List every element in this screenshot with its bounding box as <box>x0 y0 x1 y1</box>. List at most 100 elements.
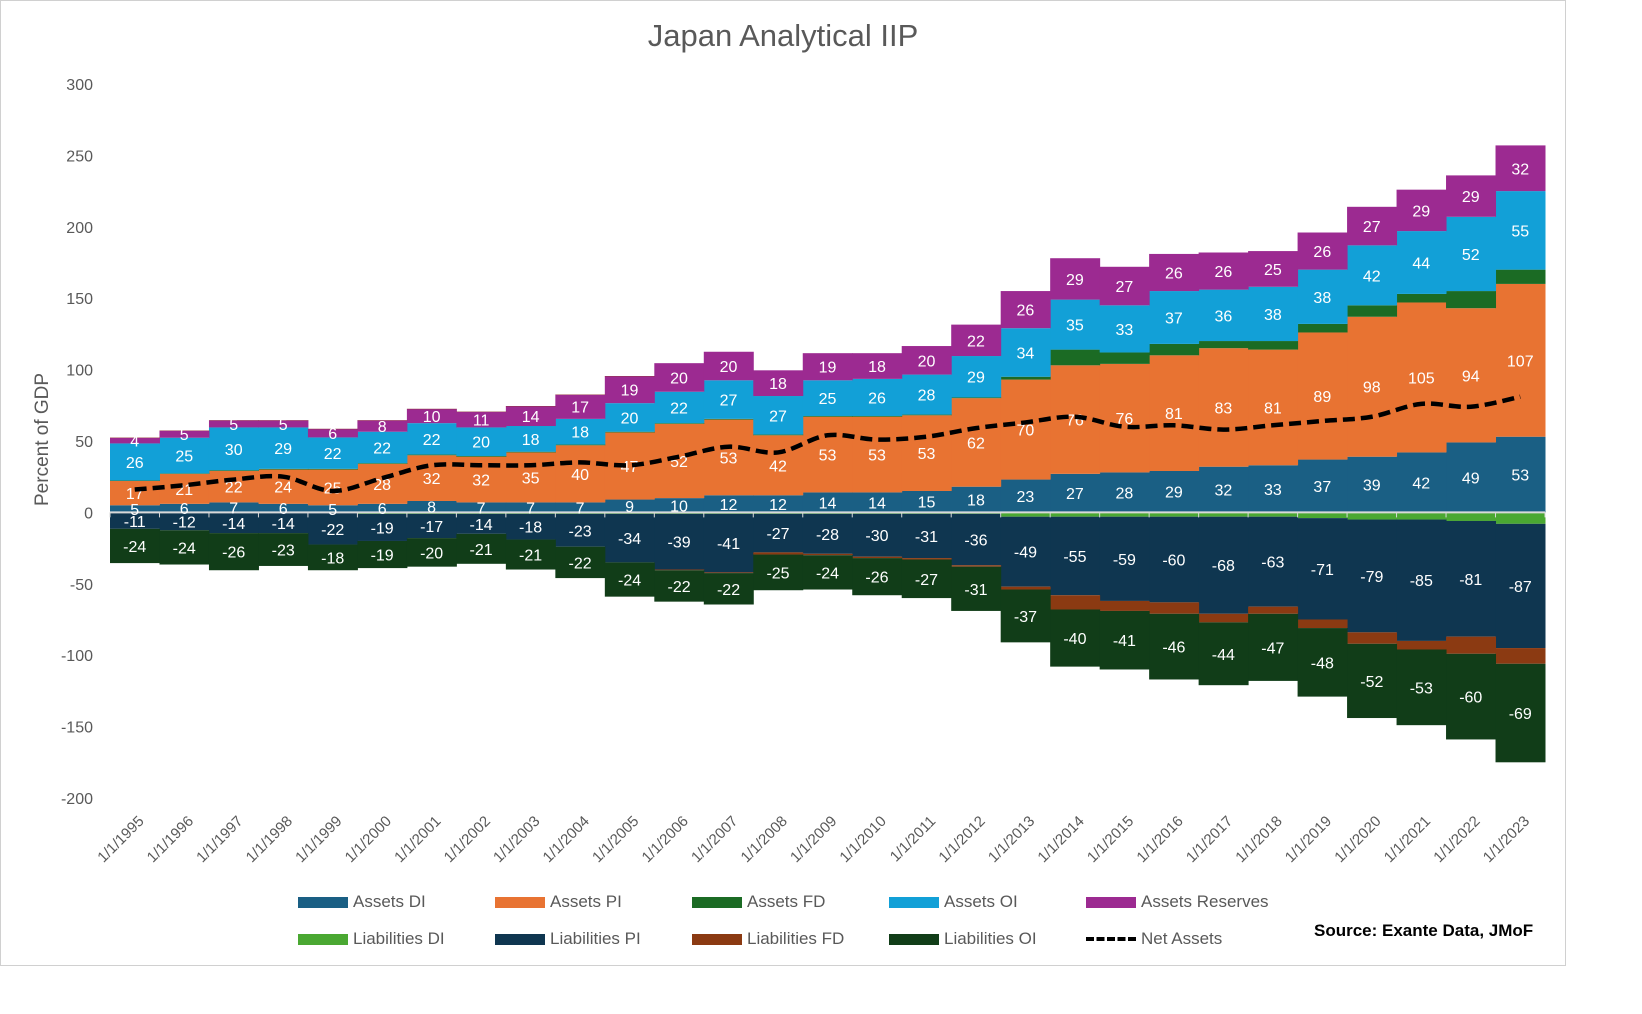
data-label: 35 <box>522 470 540 487</box>
data-label: 38 <box>1313 290 1331 307</box>
bar-segment <box>951 397 1002 399</box>
bar-segment <box>1149 470 1200 513</box>
data-label: -46 <box>1162 640 1185 657</box>
data-label: 38 <box>1264 307 1282 324</box>
bar-segment <box>110 480 160 506</box>
data-label: -24 <box>816 565 839 582</box>
x-tick-label: 1/1/2005 <box>589 813 642 866</box>
x-tick-label: 1/1/2014 <box>1034 813 1087 866</box>
bar-segment <box>1149 613 1200 680</box>
bar-segment <box>1297 459 1348 513</box>
bar-segment <box>505 513 556 540</box>
bar-segment <box>703 513 754 573</box>
data-label: 76 <box>1115 411 1133 428</box>
data-label: 29 <box>967 370 985 387</box>
bar-segment <box>357 463 408 464</box>
net-assets-line <box>134 394 1521 494</box>
bar-segment <box>852 513 903 557</box>
data-label: -24 <box>618 573 641 590</box>
bar-segment <box>307 544 358 571</box>
bar-segment <box>951 565 1002 567</box>
data-label: 53 <box>868 448 886 465</box>
legend-swatch <box>1086 896 1136 908</box>
data-label: 62 <box>967 435 985 452</box>
data-label: 81 <box>1264 400 1282 417</box>
bar-segment <box>753 552 804 555</box>
bar-segment <box>1446 636 1497 654</box>
data-label: -49 <box>1014 545 1037 562</box>
legend-label: Assets Reserves <box>1141 892 1269 911</box>
bar-segment <box>951 513 1002 566</box>
bar-segment <box>654 423 705 424</box>
chart-title: Japan Analytical IIP <box>647 18 919 53</box>
x-tick-label: 1/1/2021 <box>1381 813 1434 866</box>
data-label: -27 <box>766 526 789 543</box>
data-label: 30 <box>225 442 243 459</box>
data-label: 55 <box>1511 223 1529 240</box>
bar-segment <box>604 431 655 433</box>
legend-label: Assets DI <box>353 892 426 911</box>
data-label: -85 <box>1410 573 1433 590</box>
bar-segment <box>951 486 1002 513</box>
bar-segment <box>1396 519 1447 641</box>
data-label: -26 <box>865 570 888 587</box>
bar-segment <box>1198 516 1249 614</box>
data-label: 22 <box>324 446 342 463</box>
bar-segment <box>852 416 903 417</box>
bar-segment <box>505 502 556 513</box>
data-label: 52 <box>1462 247 1480 264</box>
bar-segment <box>1099 305 1150 353</box>
x-tick-label: 1/1/2009 <box>787 813 840 866</box>
legend-swatch <box>1086 937 1136 941</box>
bar-segment <box>1347 206 1398 246</box>
data-label: 32 <box>1214 483 1232 500</box>
x-tick-label: 1/1/2006 <box>639 813 692 866</box>
data-label: 29 <box>1462 189 1480 206</box>
bar-segment <box>110 443 160 481</box>
bar-segment <box>703 419 754 496</box>
data-label: 33 <box>1264 482 1282 499</box>
data-label: 20 <box>472 435 490 452</box>
bar-segment <box>1495 191 1546 270</box>
bar-segment <box>208 420 259 428</box>
y-tick-label: 0 <box>84 505 93 522</box>
bar-segment <box>406 538 457 567</box>
data-label: 6 <box>180 501 189 518</box>
bar-segment <box>802 555 853 590</box>
bar-segment <box>1000 516 1051 587</box>
bar-segment <box>406 500 457 513</box>
bar-segment <box>110 513 160 529</box>
bar-segment <box>901 374 952 415</box>
data-label: -60 <box>1459 690 1482 707</box>
data-label: 28 <box>373 477 391 494</box>
bar-segment <box>604 376 655 404</box>
bar-segment <box>555 445 606 503</box>
bar-segment <box>1396 189 1447 232</box>
bar-segment <box>456 411 507 428</box>
bar-segment <box>1297 332 1348 460</box>
data-label: 33 <box>1115 322 1133 339</box>
bar-segment <box>1446 442 1497 513</box>
data-label: 23 <box>1017 489 1035 506</box>
legend-item: Assets DI <box>298 892 426 912</box>
bar-segment <box>505 452 556 503</box>
data-label: -48 <box>1311 655 1334 672</box>
bar-segment <box>753 513 804 553</box>
bar-segment <box>1149 516 1200 603</box>
bar-segment <box>1347 456 1398 513</box>
bar-segment <box>654 391 705 424</box>
bar-segment <box>555 502 606 513</box>
bar-segment <box>1297 269 1348 324</box>
data-label: 19 <box>819 360 837 377</box>
bar-segment <box>159 530 210 565</box>
data-label: 8 <box>427 500 436 517</box>
legend-label: Liabilities PI <box>550 929 641 948</box>
data-label: 6 <box>279 501 288 518</box>
x-tick-label: 1/1/2018 <box>1232 813 1285 866</box>
data-label: -60 <box>1162 553 1185 570</box>
data-label: 5 <box>229 417 238 434</box>
bar-segment <box>1446 308 1497 443</box>
data-label: 18 <box>769 376 787 393</box>
bar-segment <box>1149 291 1200 344</box>
bar-segment <box>1347 519 1398 633</box>
